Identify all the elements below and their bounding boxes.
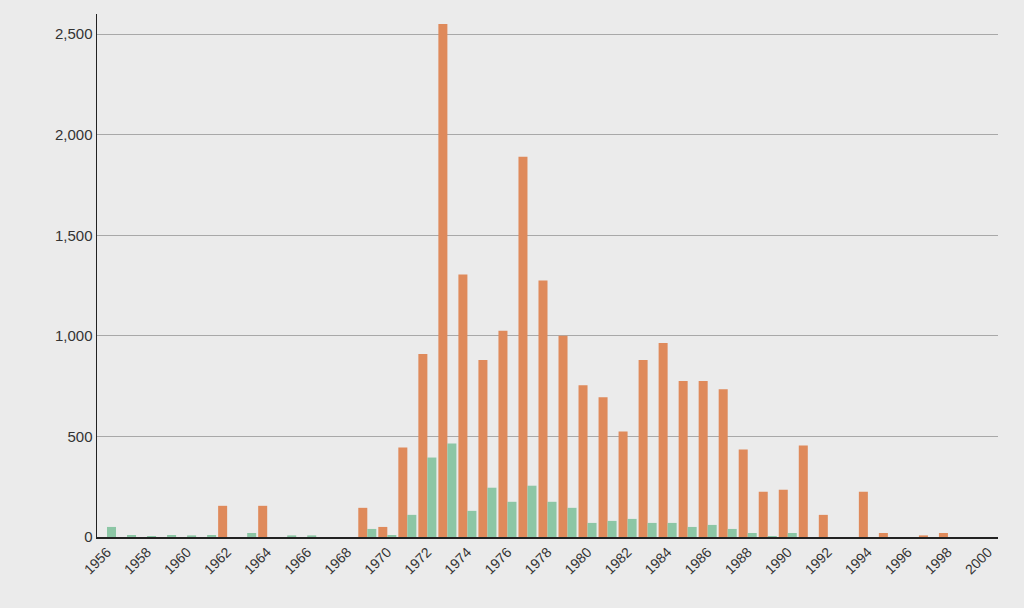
- svg-text:1956: 1956: [81, 544, 114, 577]
- svg-text:1,500: 1,500: [55, 227, 93, 244]
- svg-text:2,500: 2,500: [55, 25, 93, 42]
- svg-text:2000: 2000: [962, 544, 995, 577]
- svg-text:1988: 1988: [721, 544, 754, 577]
- svg-text:1978: 1978: [521, 544, 554, 577]
- svg-text:1968: 1968: [321, 544, 354, 577]
- svg-text:1964: 1964: [241, 544, 274, 577]
- svg-text:1980: 1980: [561, 544, 594, 577]
- svg-text:1974: 1974: [441, 544, 474, 577]
- svg-text:1970: 1970: [361, 544, 394, 577]
- svg-text:1962: 1962: [201, 544, 234, 577]
- svg-text:1958: 1958: [121, 544, 154, 577]
- svg-text:1982: 1982: [601, 544, 634, 577]
- svg-text:1996: 1996: [882, 544, 915, 577]
- svg-text:1966: 1966: [281, 544, 314, 577]
- svg-text:1990: 1990: [761, 544, 794, 577]
- svg-text:1992: 1992: [802, 544, 835, 577]
- svg-text:0: 0: [84, 528, 92, 545]
- svg-text:2,000: 2,000: [55, 126, 93, 143]
- svg-text:1986: 1986: [681, 544, 714, 577]
- svg-text:500: 500: [67, 428, 92, 445]
- svg-text:1984: 1984: [641, 544, 674, 577]
- svg-text:1976: 1976: [481, 544, 514, 577]
- svg-text:1,000: 1,000: [55, 327, 93, 344]
- svg-text:1998: 1998: [922, 544, 955, 577]
- svg-text:1972: 1972: [401, 544, 434, 577]
- svg-text:1994: 1994: [842, 544, 875, 577]
- svg-text:1960: 1960: [161, 544, 194, 577]
